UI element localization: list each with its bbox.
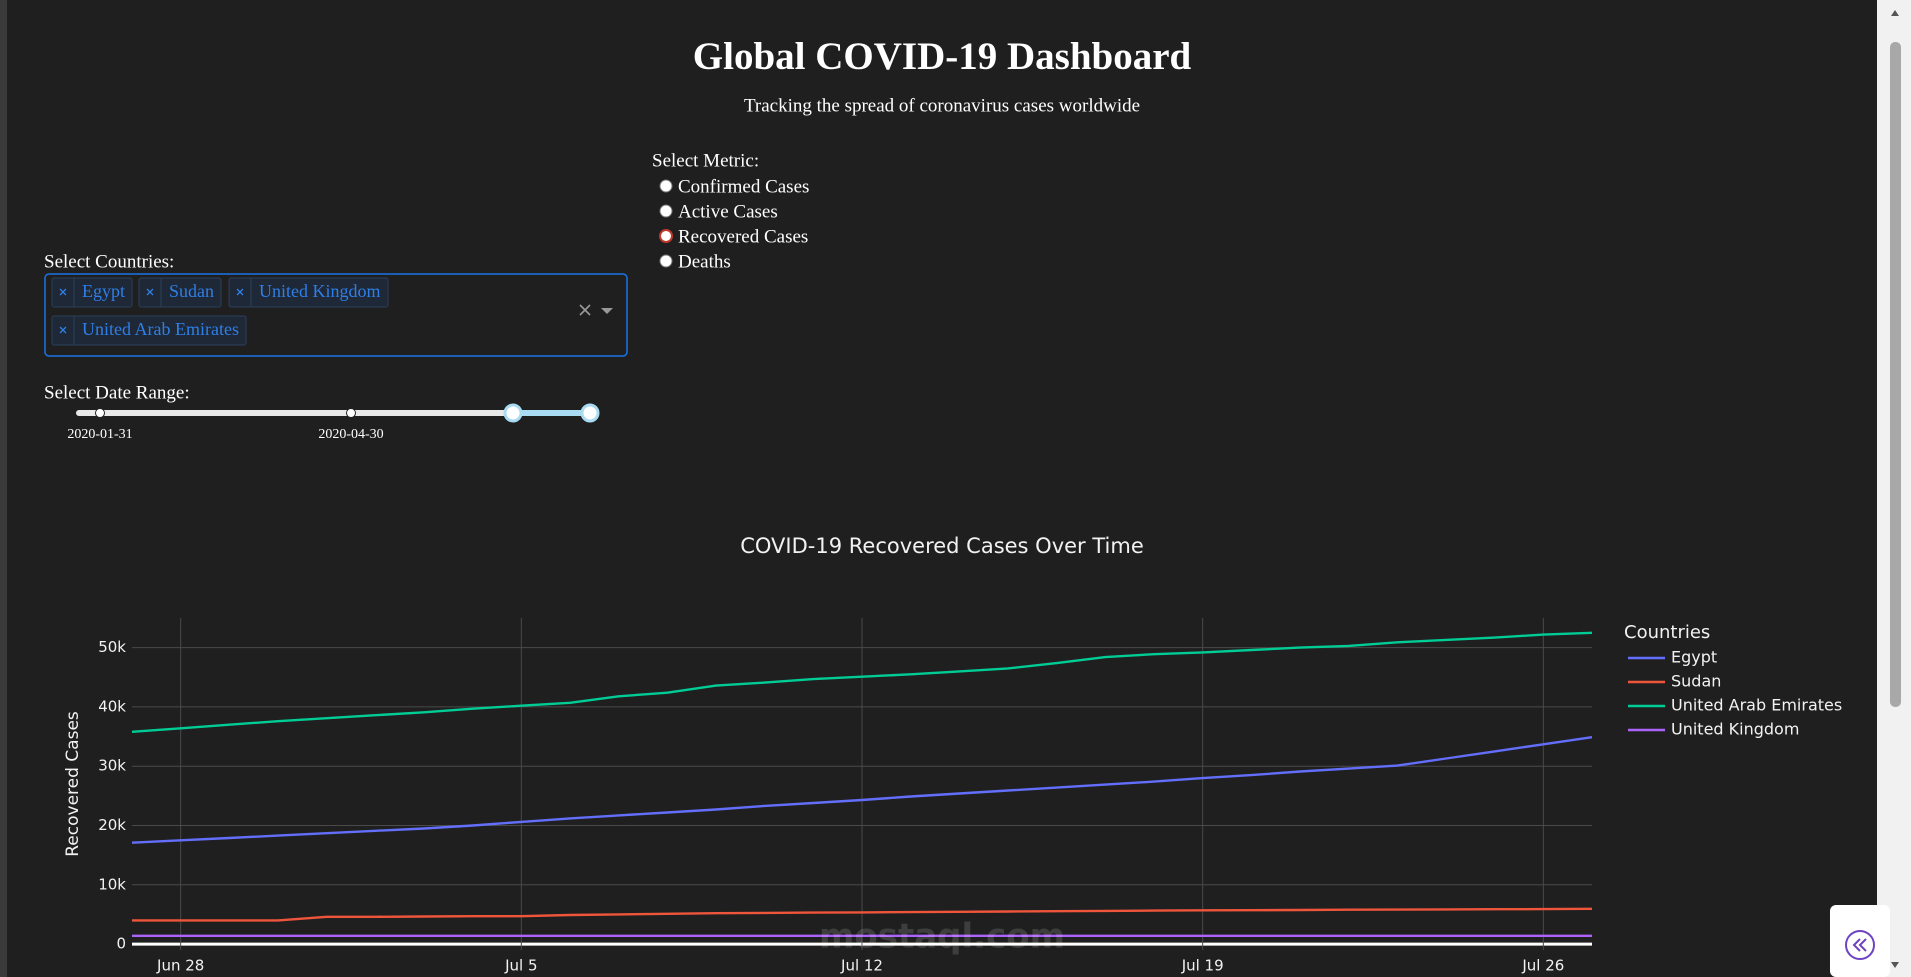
metric-radio-group: Confirmed Cases Active Cases Recovered Cas… — [659, 176, 809, 272]
legend-title: Countries — [1624, 622, 1710, 643]
y-tick-label: 50k — [98, 638, 126, 656]
tag-remove-icon[interactable] — [236, 288, 244, 296]
series-line — [131, 736, 1593, 844]
metric-label: Select Metric: — [652, 150, 759, 171]
left-border — [0, 0, 7, 977]
countries-label: Select Countries: — [44, 251, 174, 272]
radio-button[interactable] — [659, 254, 673, 268]
clear-icon[interactable] — [579, 304, 591, 316]
collapse-chevrons — [1852, 938, 1867, 952]
country-tag — [228, 277, 389, 308]
country-tag — [138, 277, 222, 308]
x-tick-label: Jul 26 — [1521, 957, 1564, 975]
slider-handle[interactable] — [503, 403, 523, 423]
page-subtitle: Tracking the spread of coronavirus cases… — [744, 95, 1140, 116]
slider-handle[interactable] — [580, 403, 600, 423]
radio-button[interactable] — [659, 229, 673, 243]
radio-label: Active Cases — [678, 201, 778, 222]
x-tick-label: Jul 12 — [840, 957, 883, 975]
y-tick-label: 10k — [98, 875, 126, 893]
side-widget[interactable] — [1830, 905, 1890, 977]
radio-label: Recovered Cases — [678, 226, 808, 247]
x-tick-label: Jun 28 — [156, 957, 204, 975]
country-tag-label: United Arab Emirates — [82, 319, 239, 339]
legend-label: Egypt — [1671, 648, 1717, 667]
dropdown-arrow[interactable] — [601, 308, 613, 314]
country-tag — [51, 315, 247, 346]
collapse-icon[interactable] — [1845, 930, 1875, 960]
tag-remove-icon[interactable] — [59, 288, 67, 296]
x-tick-label: Jul 5 — [504, 957, 537, 975]
y-tick-label: 40k — [98, 697, 126, 715]
legend-label: Sudan — [1671, 672, 1721, 691]
legend-label: United Arab Emirates — [1671, 696, 1842, 715]
tag-remove-icon[interactable] — [59, 326, 67, 334]
scrollbar-thumb[interactable] — [1890, 42, 1901, 707]
country-tag — [51, 277, 133, 308]
country-tag-label: United Kingdom — [259, 281, 381, 301]
series-line — [132, 907, 1593, 922]
slider-track[interactable] — [513, 410, 590, 416]
legend: Egypt Sudan United Arab Emirates United Kin… — [1628, 648, 1842, 739]
radio-button[interactable] — [659, 179, 673, 193]
chart-title: COVID-19 Recovered Cases Over Time — [740, 534, 1144, 558]
slider-mark-label: 2020-01-31 — [67, 427, 132, 442]
slider-rail[interactable] — [76, 410, 590, 416]
y-tick-label: 20k — [98, 816, 126, 834]
watermark: mostaql.com — [819, 917, 1065, 957]
legend-label: United Kingdom — [1671, 720, 1799, 739]
page-title: Global COVID-19 Dashboard — [693, 35, 1192, 78]
radio-button[interactable] — [659, 204, 673, 218]
slider-dot — [95, 408, 105, 418]
y-tick-label: 30k — [98, 757, 126, 775]
country-tags: Egypt Sudan United Kingdom United Arab Emir… — [51, 277, 389, 346]
y-tick-label: 0 — [116, 935, 126, 953]
country-tag-label: Egypt — [82, 281, 125, 301]
date-range-label: Select Date Range: — [44, 382, 190, 403]
slider-dot — [346, 408, 356, 418]
slider-mark-label: 2020-04-30 — [318, 427, 383, 442]
y-axis-title: Recovered Cases — [63, 711, 83, 857]
series-line — [131, 631, 1593, 733]
radio-label: Deaths — [678, 251, 731, 272]
tag-remove-icon[interactable] — [146, 288, 154, 296]
plot-area: 0 10k 20k 30k 40k 50k Jun 28 Jul 5 Jul 12 Jul 19 J… — [98, 618, 1593, 975]
x-tick-label: Jul 19 — [1181, 957, 1224, 975]
country-tag-label: Sudan — [169, 281, 214, 301]
radio-label: Confirmed Cases — [678, 176, 809, 197]
